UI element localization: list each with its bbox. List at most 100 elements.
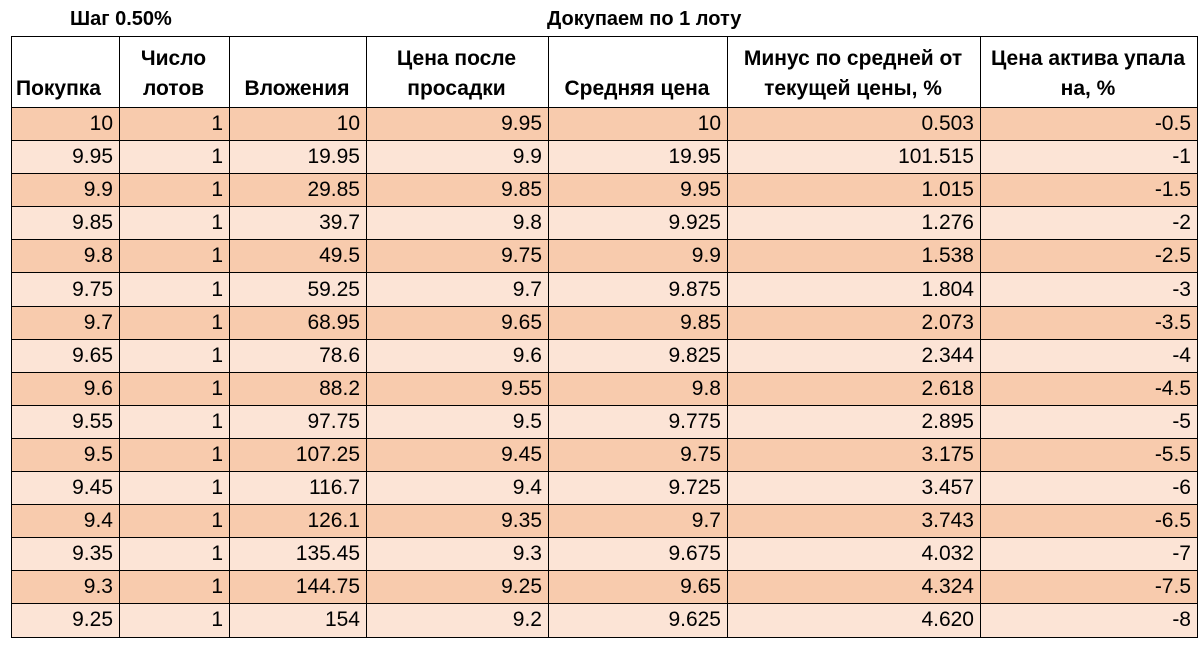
cell-minus-from-average[interactable]: 4.324 [727, 570, 981, 605]
cell-investment[interactable]: 154 [229, 603, 367, 638]
cell-minus-from-average[interactable]: 2.073 [727, 305, 981, 340]
cell-price-after-drawdown[interactable]: 9.75 [366, 239, 549, 274]
cell-minus-from-average[interactable]: 3.743 [727, 504, 981, 539]
cell-purchase[interactable]: 9.6 [11, 371, 120, 406]
cell-average-price[interactable]: 9.775 [548, 404, 728, 439]
cell-purchase[interactable]: 10 [11, 106, 120, 142]
cell-purchase[interactable]: 9.75 [11, 272, 120, 307]
cell-investment[interactable]: 49.5 [229, 239, 367, 274]
cell-minus-from-average[interactable]: 2.618 [727, 371, 981, 406]
cell-minus-from-average[interactable]: 3.175 [727, 437, 981, 473]
cell-investment[interactable]: 68.95 [229, 305, 367, 340]
cell-investment[interactable]: 126.1 [229, 504, 367, 539]
cell-purchase[interactable]: 9.65 [11, 338, 120, 373]
cell-price-after-drawdown[interactable]: 9.4 [366, 471, 549, 506]
cell-lots[interactable]: 1 [119, 404, 230, 439]
cell-average-price[interactable]: 9.875 [548, 272, 728, 307]
cell-lots[interactable]: 1 [119, 173, 230, 208]
cell-price-after-drawdown[interactable]: 9.55 [366, 371, 549, 406]
cell-purchase[interactable]: 9.25 [11, 603, 120, 638]
cell-price-after-drawdown[interactable]: 9.6 [366, 338, 549, 373]
cell-asset-price-drop[interactable]: -4.5 [980, 371, 1198, 406]
cell-minus-from-average[interactable]: 3.457 [727, 471, 981, 506]
cell-purchase[interactable]: 9.7 [11, 305, 120, 340]
cell-investment[interactable]: 10 [229, 106, 367, 142]
cell-average-price[interactable]: 9.8 [548, 371, 728, 406]
cell-average-price[interactable]: 9.9 [548, 239, 728, 274]
cell-minus-from-average[interactable]: 101.515 [727, 140, 981, 175]
cell-minus-from-average[interactable]: 1.538 [727, 239, 981, 274]
cell-minus-from-average[interactable]: 0.503 [727, 106, 981, 142]
cell-price-after-drawdown[interactable]: 9.35 [366, 504, 549, 539]
cell-lots[interactable]: 1 [119, 437, 230, 473]
col-header-price-after-drawdown[interactable]: Цена после просадки [366, 36, 549, 108]
cell-minus-from-average[interactable]: 4.620 [727, 603, 981, 638]
cell-asset-price-drop[interactable]: -4 [980, 338, 1198, 373]
cell-lots[interactable]: 1 [119, 537, 230, 572]
cell-lots[interactable]: 1 [119, 504, 230, 539]
cell-investment[interactable]: 78.6 [229, 338, 367, 373]
cell-purchase[interactable]: 9.35 [11, 537, 120, 572]
cell-lots[interactable]: 1 [119, 471, 230, 506]
cell-asset-price-drop[interactable]: -0.5 [980, 106, 1198, 142]
cell-lots[interactable]: 1 [119, 272, 230, 307]
cell-investment[interactable]: 59.25 [229, 272, 367, 307]
col-header-purchase[interactable]: Покупка [11, 36, 120, 108]
cell-investment[interactable]: 116.7 [229, 471, 367, 506]
cell-price-after-drawdown[interactable]: 9.3 [366, 537, 549, 572]
col-header-average-price[interactable]: Средняя цена [548, 36, 728, 108]
col-header-investment[interactable]: Вложения [229, 36, 367, 108]
cell-lots[interactable]: 1 [119, 106, 230, 142]
cell-investment[interactable]: 107.25 [229, 437, 367, 473]
cell-average-price[interactable]: 10 [548, 106, 728, 142]
cell-purchase[interactable]: 9.95 [11, 140, 120, 175]
cell-lots[interactable]: 1 [119, 206, 230, 241]
cell-minus-from-average[interactable]: 1.015 [727, 173, 981, 208]
cell-average-price[interactable]: 9.95 [548, 173, 728, 208]
cell-price-after-drawdown[interactable]: 9.8 [366, 206, 549, 241]
cell-minus-from-average[interactable]: 4.032 [727, 537, 981, 572]
cell-average-price[interactable]: 9.825 [548, 338, 728, 373]
cell-investment[interactable]: 19.95 [229, 140, 367, 175]
cell-minus-from-average[interactable]: 2.895 [727, 404, 981, 439]
cell-price-after-drawdown[interactable]: 9.85 [366, 173, 549, 208]
cell-asset-price-drop[interactable]: -2 [980, 206, 1198, 241]
cell-purchase[interactable]: 9.3 [11, 570, 120, 605]
cell-investment[interactable]: 97.75 [229, 404, 367, 439]
col-header-lots[interactable]: Число лотов [119, 36, 230, 108]
cell-asset-price-drop[interactable]: -7.5 [980, 570, 1198, 605]
cell-lots[interactable]: 1 [119, 371, 230, 406]
cell-purchase[interactable]: 9.9 [11, 173, 120, 208]
cell-asset-price-drop[interactable]: -7 [980, 537, 1198, 572]
cell-purchase[interactable]: 9.4 [11, 504, 120, 539]
cell-lots[interactable]: 1 [119, 603, 230, 638]
cell-average-price[interactable]: 19.95 [548, 140, 728, 175]
cell-lots[interactable]: 1 [119, 570, 230, 605]
cell-price-after-drawdown[interactable]: 9.7 [366, 272, 549, 307]
cell-investment[interactable]: 144.75 [229, 570, 367, 605]
cell-price-after-drawdown[interactable]: 9.65 [366, 305, 549, 340]
cell-average-price[interactable]: 9.85 [548, 305, 728, 340]
cell-average-price[interactable]: 9.925 [548, 206, 728, 241]
cell-purchase[interactable]: 9.8 [11, 239, 120, 274]
cell-average-price[interactable]: 9.625 [548, 603, 728, 638]
cell-lots[interactable]: 1 [119, 239, 230, 274]
cell-asset-price-drop[interactable]: -8 [980, 603, 1198, 638]
cell-purchase[interactable]: 9.85 [11, 206, 120, 241]
cell-purchase[interactable]: 9.55 [11, 404, 120, 439]
cell-asset-price-drop[interactable]: -3 [980, 272, 1198, 307]
cell-price-after-drawdown[interactable]: 9.5 [366, 404, 549, 439]
cell-price-after-drawdown[interactable]: 9.95 [366, 106, 549, 142]
cell-price-after-drawdown[interactable]: 9.9 [366, 140, 549, 175]
cell-asset-price-drop[interactable]: -1 [980, 140, 1198, 175]
cell-asset-price-drop[interactable]: -1.5 [980, 173, 1198, 208]
col-header-asset-price-drop[interactable]: Цена актива упала на, % [980, 36, 1198, 108]
cell-lots[interactable]: 1 [119, 305, 230, 340]
cell-price-after-drawdown[interactable]: 9.2 [366, 603, 549, 638]
cell-asset-price-drop[interactable]: -5 [980, 404, 1198, 439]
cell-purchase[interactable]: 9.5 [11, 437, 120, 473]
cell-asset-price-drop[interactable]: -5.5 [980, 437, 1198, 473]
col-header-minus-from-average[interactable]: Минус по средней от текущей цены, % [727, 36, 981, 108]
cell-purchase[interactable]: 9.45 [11, 471, 120, 506]
cell-lots[interactable]: 1 [119, 338, 230, 373]
